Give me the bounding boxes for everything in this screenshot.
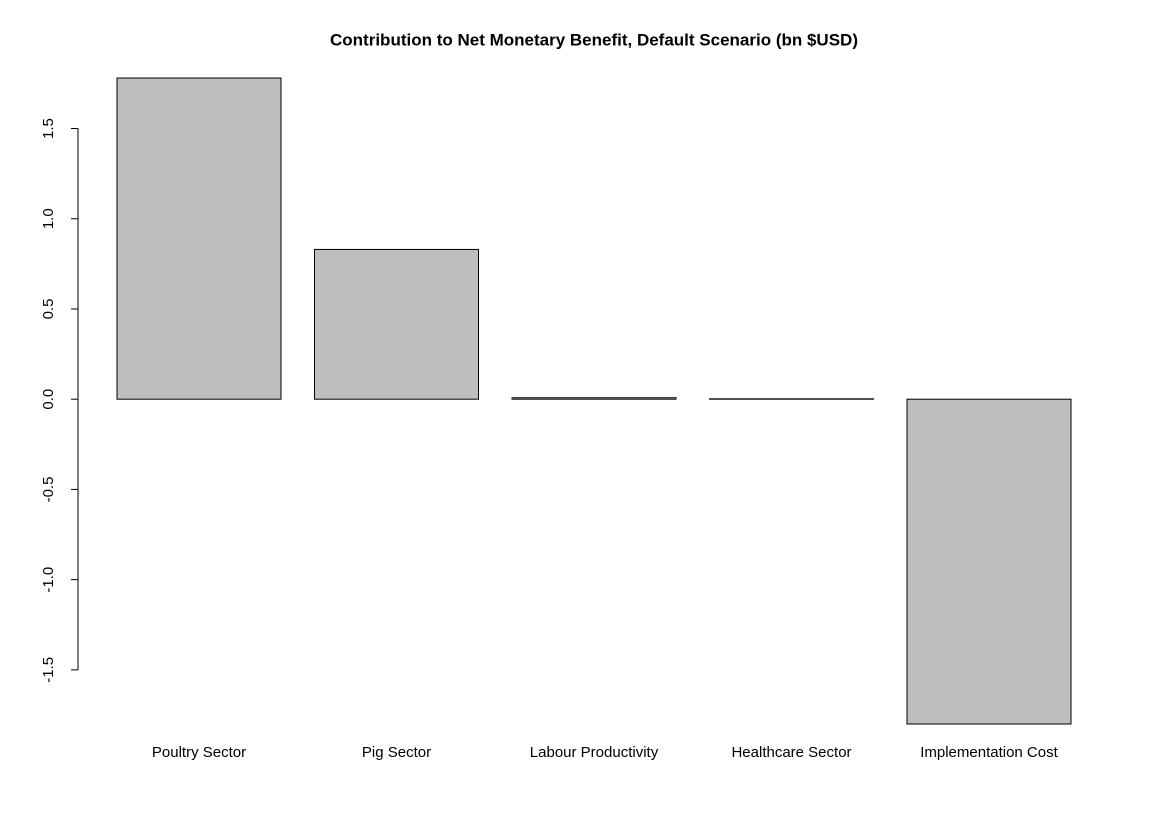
y-tick-label: 1.0	[40, 208, 57, 229]
x-tick-label: Poultry Sector	[152, 744, 246, 761]
bar	[314, 248, 479, 400]
bar	[116, 77, 282, 400]
x-tick-label: Healthcare Sector	[731, 744, 851, 761]
bar	[511, 397, 677, 400]
y-tick-label: -0.5	[40, 476, 57, 502]
y-tick-label: 0.0	[40, 389, 57, 410]
y-tick-label: -1.5	[40, 657, 57, 683]
y-tick-label: 1.5	[40, 118, 57, 139]
bar	[906, 398, 1072, 725]
y-tick-label: -1.0	[40, 567, 57, 593]
x-tick-label: Implementation Cost	[920, 744, 1058, 761]
chart-title: Contribution to Net Monetary Benefit, De…	[330, 30, 858, 49]
x-tick-label: Pig Sector	[362, 744, 431, 761]
y-tick-label: 0.5	[40, 299, 57, 320]
x-tick-label: Labour Productivity	[530, 744, 659, 761]
